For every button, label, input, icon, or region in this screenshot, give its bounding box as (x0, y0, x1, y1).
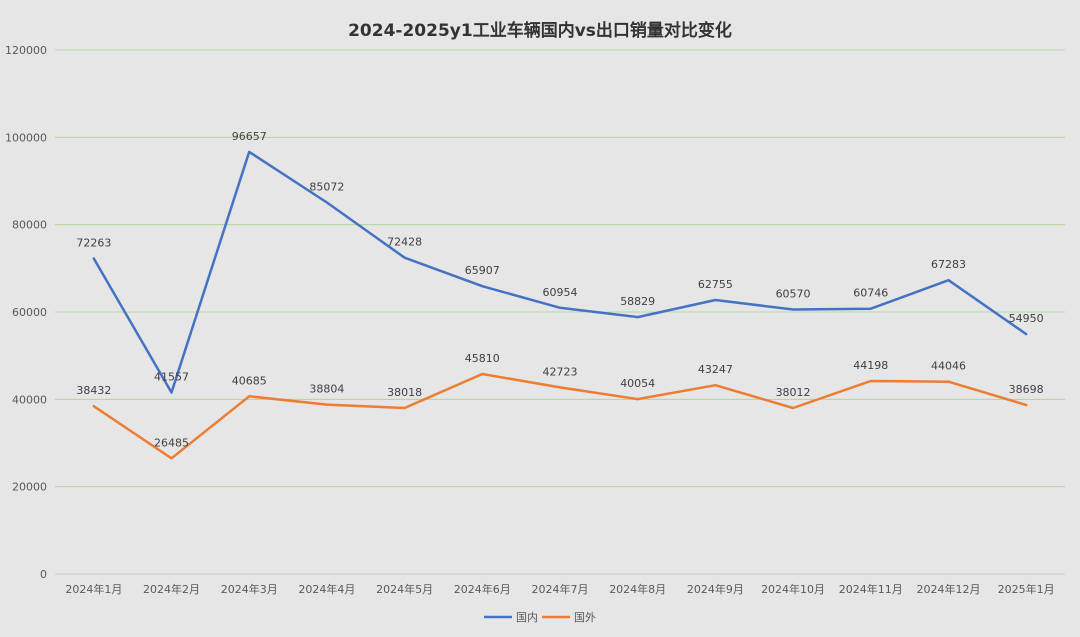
x-tick-label: 2024年3月 (221, 582, 278, 596)
data-label: 65907 (465, 264, 500, 277)
data-labels: 72263 41557 96657 85072 72428 65907 60954 58829… (76, 130, 1043, 449)
x-tick-label: 2024年10月 (761, 582, 825, 596)
x-tick-label: 2024年4月 (298, 582, 355, 596)
data-label: 67283 (931, 258, 966, 271)
x-tick-label: 2024年5月 (376, 582, 433, 596)
data-label: 54950 (1009, 312, 1044, 325)
legend-label: 国外 (574, 611, 596, 624)
x-tick-label: 2024年7月 (532, 582, 589, 596)
y-tick-label: 80000 (12, 219, 47, 232)
data-label: 42723 (543, 365, 578, 378)
x-tick-label: 2024年6月 (454, 582, 511, 596)
data-label: 38698 (1009, 383, 1044, 396)
chart-title: 2024-2025y1工业车辆国内vs出口销量对比变化 (348, 20, 732, 41)
x-tick-label: 2024年2月 (143, 582, 200, 596)
data-label: 60954 (543, 286, 578, 299)
x-tick-label: 2024年1月 (65, 582, 122, 596)
series-lines (92, 150, 1028, 460)
data-label: 45810 (465, 352, 500, 365)
legend: 国内 国外 (484, 610, 596, 624)
x-tick-label: 2024年11月 (839, 582, 903, 596)
data-label: 44198 (853, 359, 888, 372)
data-label: 43247 (698, 363, 733, 376)
y-tick-label: 120000 (5, 44, 47, 57)
data-label: 38432 (76, 384, 111, 397)
data-label: 85072 (309, 181, 344, 194)
y-tick-label: 100000 (5, 131, 47, 144)
data-label: 96657 (232, 130, 267, 143)
y-tick-label: 0 (40, 568, 47, 581)
data-label: 58829 (620, 295, 655, 308)
y-tick-label: 20000 (12, 481, 47, 494)
x-tick-label: 2024年9月 (687, 582, 744, 596)
y-tick-label: 60000 (12, 306, 47, 319)
x-tick-label: 2024年8月 (609, 582, 666, 596)
data-label: 38012 (776, 386, 811, 399)
y-tick-label: 40000 (12, 393, 47, 406)
data-label: 40054 (620, 377, 655, 390)
data-label: 62755 (698, 278, 733, 291)
data-label: 38804 (309, 383, 344, 396)
y-axis-ticks: 0 20000 40000 60000 80000 100000 120000 (5, 44, 47, 581)
data-label: 44046 (931, 360, 966, 373)
data-label: 72263 (76, 236, 111, 249)
legend-label: 国内 (516, 610, 538, 624)
data-label: 41557 (154, 371, 189, 384)
gridlines (55, 49, 1065, 575)
series-line-0 (92, 150, 1028, 394)
data-label: 60570 (776, 288, 811, 301)
x-tick-label: 2025年1月 (998, 582, 1055, 596)
x-tick-label: 2024年12月 (916, 582, 980, 596)
data-label: 72428 (387, 236, 422, 249)
data-label: 26485 (154, 436, 189, 449)
data-label: 38018 (387, 386, 422, 399)
data-label: 60746 (853, 287, 888, 300)
data-label: 40685 (232, 374, 267, 387)
series-line-1 (92, 372, 1028, 460)
x-axis-ticks: 2024年1月 2024年2月 2024年3月 2024年4月 2024年5月 2024年… (65, 582, 1054, 596)
